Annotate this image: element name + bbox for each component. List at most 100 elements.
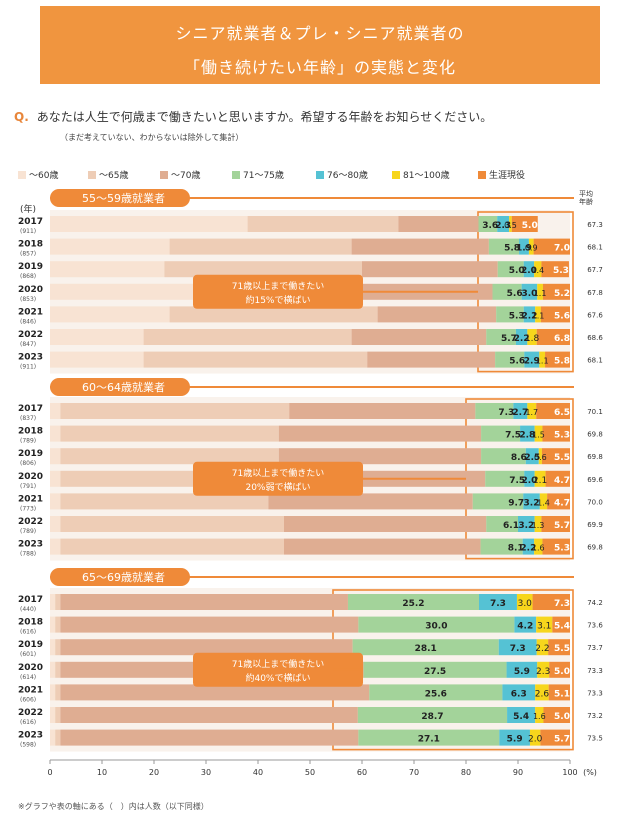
bar-segment — [541, 261, 569, 278]
average-age-value: 67.7 — [587, 266, 603, 274]
year-label: 2020 — [18, 285, 43, 295]
year-axis-header: (年) — [20, 205, 37, 215]
data-label: 2.2 — [520, 544, 536, 554]
year-label: 2019 — [18, 449, 43, 459]
bar-segment — [358, 729, 500, 746]
average-age-value: 73.3 — [587, 689, 603, 697]
bar-segment — [522, 538, 535, 555]
bar-segment — [479, 594, 517, 610]
bar-segment — [514, 616, 537, 633]
bar-segment — [289, 403, 476, 419]
data-label: 0.6 — [534, 453, 547, 462]
average-age-value: 69.6 — [587, 476, 603, 484]
bar-segment — [55, 616, 61, 633]
bar-segment — [143, 351, 368, 368]
data-label: 5.6 — [554, 311, 570, 321]
data-label: 2.0 — [521, 476, 537, 486]
sample-size-label: (911) — [20, 228, 36, 235]
bar-segment — [367, 351, 496, 368]
data-label: 4.7 — [554, 498, 570, 508]
legend-label: 81～100歳 — [403, 171, 450, 181]
bar-segment — [347, 594, 479, 610]
bar-segment — [480, 538, 523, 555]
data-label: 4.7 — [554, 476, 570, 486]
bar-segment — [50, 283, 196, 300]
bar-segment — [50, 661, 56, 678]
bar-segment — [523, 261, 535, 278]
average-age-value: 73.5 — [587, 735, 603, 743]
bar-segment — [60, 493, 269, 510]
bar-segment — [475, 403, 514, 419]
bar-segment — [545, 470, 570, 487]
data-label: 5.7 — [554, 521, 570, 531]
bar-segment — [498, 639, 537, 656]
bar-segment — [486, 329, 516, 345]
data-label: 5.3 — [554, 431, 570, 441]
bar-segment — [55, 594, 61, 610]
bar-segment — [50, 470, 61, 487]
data-label: 30.0 — [425, 622, 447, 632]
data-label: 3.2 — [524, 498, 540, 508]
question-text: あなたは人生で何歳まで働きたいと思いますか。希望する年齢をお知らせください。 — [36, 110, 493, 124]
question: Q. あなたは人生で何歳まで働きたいと思いますか。希望する年齢をお知らせください。 — [14, 108, 492, 125]
bar-segment — [542, 538, 570, 555]
bar-segment — [537, 283, 543, 300]
data-label: 5.9 — [514, 667, 530, 677]
callout-text-line2: 20%弱で横ばい — [245, 481, 310, 493]
bar-segment — [169, 238, 352, 255]
bar-segment — [535, 707, 544, 723]
sample-size-label: (601) — [20, 651, 36, 658]
bar-segment — [527, 403, 537, 419]
bar-segment — [50, 425, 61, 442]
data-label: 7.5 — [505, 431, 521, 441]
sample-size-label: (806) — [20, 460, 36, 467]
legend-label: 生涯現役 — [489, 171, 526, 181]
bar-segment — [60, 594, 348, 610]
bar-segment — [268, 493, 473, 510]
data-label: 8.6 — [511, 453, 527, 463]
bar-segment — [532, 594, 570, 610]
bar-segment — [398, 216, 479, 232]
sample-size-label: (857) — [20, 251, 36, 258]
legend-label: ～70歳 — [171, 171, 201, 181]
sample-size-label: (616) — [20, 719, 36, 726]
data-label: 0.9 — [525, 244, 538, 253]
year-label: 2021 — [18, 307, 43, 317]
section-title: 65～69歳就業者 — [82, 570, 165, 584]
bar-segment — [50, 516, 61, 532]
average-age-value: 69.8 — [587, 544, 603, 552]
year-label: 2017 — [18, 595, 43, 605]
year-label: 2018 — [18, 427, 43, 437]
bar-segment — [524, 351, 540, 368]
title-line-1: シニア就業者＆プレ・シニア就業者の — [175, 24, 465, 43]
data-label: 2.7 — [512, 408, 528, 418]
sample-size-label: (791) — [20, 483, 36, 490]
footnote: ※グラフや表の軸にある（ ）内は人数（以下同様） — [18, 802, 209, 811]
bar-segment — [50, 403, 61, 419]
data-label: 1.1 — [534, 289, 547, 298]
average-age-header: 平均年齢 — [578, 190, 594, 206]
bar-segment — [50, 306, 170, 323]
data-label: 3.2 — [518, 521, 534, 531]
data-label: 5.8 — [554, 357, 570, 367]
bar-segment — [164, 261, 362, 278]
bar-segment — [541, 448, 570, 465]
average-age-value: 68.1 — [587, 244, 603, 252]
bar-segment — [534, 470, 546, 487]
legend-item: ～65歳 — [88, 168, 128, 181]
bar-segment — [525, 448, 539, 465]
legend-swatch — [316, 171, 324, 179]
legend-label: 76～80歳 — [327, 171, 368, 181]
bar-segment — [541, 516, 570, 532]
average-age-value: 68.6 — [587, 334, 603, 342]
data-label: 2.1 — [533, 476, 547, 486]
average-age-value: 73.6 — [587, 622, 603, 630]
bar-segment — [542, 283, 570, 300]
bar-segment — [377, 306, 497, 323]
bar-segment — [352, 639, 499, 656]
bar-segment — [50, 448, 61, 465]
data-label: 5.0 — [554, 712, 570, 722]
bar-segment — [351, 329, 487, 345]
average-age-value: 67.6 — [587, 311, 603, 319]
bar-segment — [518, 516, 535, 532]
